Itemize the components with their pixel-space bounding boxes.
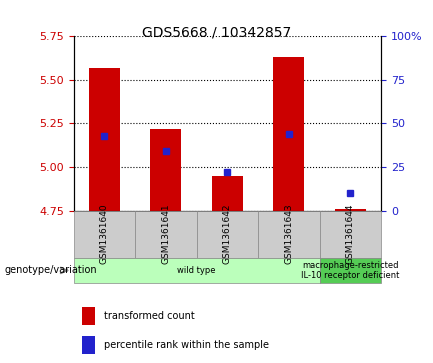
Bar xyxy=(197,211,258,258)
Bar xyxy=(74,211,135,258)
Text: GSM1361640: GSM1361640 xyxy=(100,204,109,265)
Text: macrophage-restricted
IL-10 receptor deficient: macrophage-restricted IL-10 receptor def… xyxy=(301,261,400,280)
Bar xyxy=(150,129,181,211)
Text: wild type: wild type xyxy=(178,266,216,275)
Bar xyxy=(335,209,365,211)
Text: GSM1361642: GSM1361642 xyxy=(223,204,232,264)
Bar xyxy=(74,258,320,283)
Bar xyxy=(212,176,242,211)
Bar xyxy=(273,57,304,211)
Bar xyxy=(320,211,381,258)
Text: percentile rank within the sample: percentile rank within the sample xyxy=(104,340,269,350)
Text: GSM1361644: GSM1361644 xyxy=(346,204,355,264)
Text: transformed count: transformed count xyxy=(104,311,195,321)
Bar xyxy=(320,258,381,283)
Text: GSM1361643: GSM1361643 xyxy=(284,204,293,265)
Text: GDS5668 / 10342857: GDS5668 / 10342857 xyxy=(142,25,291,40)
Bar xyxy=(135,211,197,258)
Bar xyxy=(258,211,320,258)
Text: genotype/variation: genotype/variation xyxy=(4,265,97,276)
Bar xyxy=(89,68,120,211)
Text: GSM1361641: GSM1361641 xyxy=(162,204,170,265)
